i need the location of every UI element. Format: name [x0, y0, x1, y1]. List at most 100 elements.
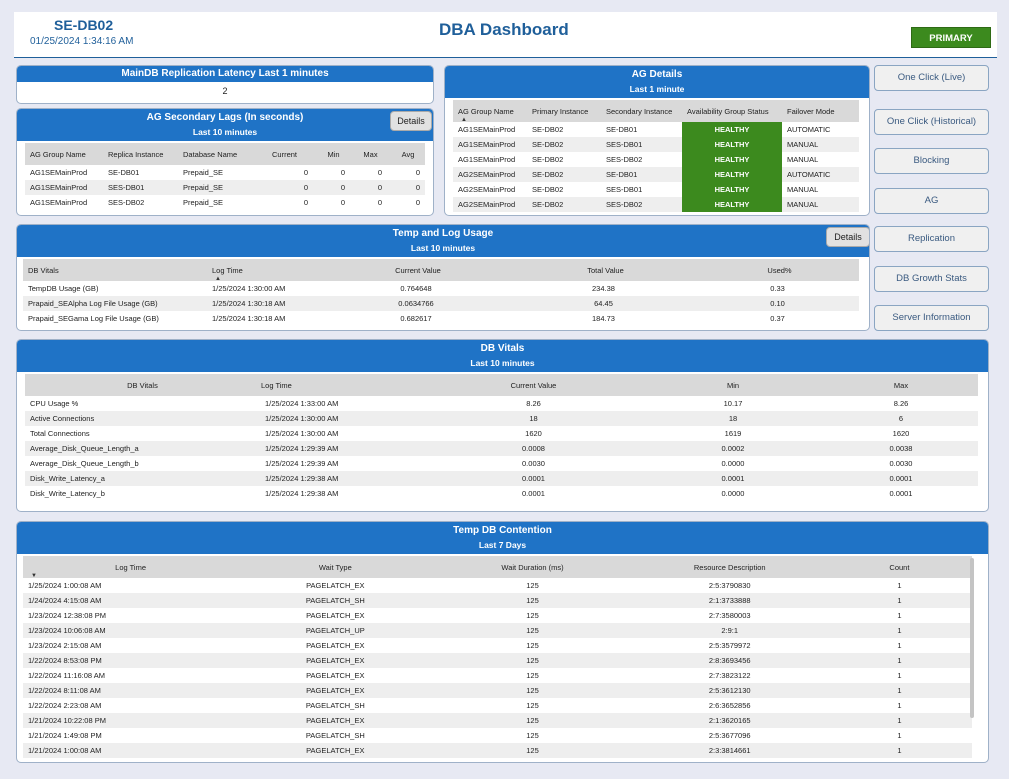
table-cell: 0.0030	[889, 459, 913, 468]
table-cell: 2:1:3733888	[632, 593, 827, 608]
column-header[interactable]: Database Name	[178, 143, 267, 165]
table-cell: HEALTHY	[682, 182, 782, 197]
table-cell: Prepaid_SE	[183, 198, 224, 207]
table-cell: AG2SEMainProd	[453, 167, 527, 182]
server-name: SE-DB02	[54, 17, 114, 33]
table-cell: 2:5:3790830	[708, 581, 751, 590]
column-header[interactable]: Count	[826, 556, 972, 578]
nav-button-ag[interactable]: AG	[874, 188, 989, 214]
column-header[interactable]: AG Group Name ▲	[453, 100, 527, 123]
table-cell: 0	[415, 168, 420, 177]
temp-log-title: Temp and Log Usage	[392, 228, 494, 239]
nav-button-db-growth-stats[interactable]: DB Growth Stats	[874, 266, 989, 292]
contention-scrollbar[interactable]	[970, 558, 974, 718]
column-header[interactable]: Avg	[387, 143, 425, 165]
table-cell: CPU Usage %	[30, 399, 79, 408]
table-row: Average_Disk_Queue_Length_b 1/25/2024 1:2…	[25, 456, 978, 471]
table-cell: 0.0001	[642, 471, 824, 486]
table-cell: SES-DB02	[108, 198, 145, 207]
column-header[interactable]: Total Value	[511, 259, 696, 281]
table-cell: 0	[377, 168, 382, 177]
column-header[interactable]: DB Vitals	[25, 374, 260, 396]
column-header[interactable]: Current Value	[321, 259, 511, 281]
table-cell: TempDB Usage (GB)	[28, 284, 99, 293]
table-cell: 1	[826, 713, 972, 728]
table-cell: SES-DB02	[601, 197, 682, 212]
table-cell: SE-DB01	[606, 125, 638, 134]
table-cell: 1	[897, 611, 902, 620]
table-row: Prapaid_SEAlpha Log File Usage (GB) 1/25/…	[23, 296, 859, 311]
nav-button-replication[interactable]: Replication	[874, 226, 989, 252]
ag-details-table: AG Group Name ▲ Primary Instance Secondary …	[453, 100, 859, 212]
table-cell: SE-DB01	[601, 167, 682, 182]
table-cell: 1620	[525, 429, 542, 438]
column-header[interactable]: Primary Instance	[527, 100, 601, 122]
table-cell: 8.26	[893, 399, 909, 408]
column-header[interactable]: Max	[350, 143, 387, 165]
db-vitals-title: DB Vitals	[480, 343, 525, 354]
nav-button-one-click-historical[interactable]: One Click (Historical)	[874, 109, 989, 135]
column-header[interactable]: DB Vitals	[23, 259, 207, 281]
table-row: AG2SEMainProd SE-DB02 SES-DB01 HEALTHY MANUA…	[453, 182, 859, 197]
table-cell: 125	[432, 653, 633, 668]
table-cell: 18	[425, 411, 642, 426]
table-cell: 1/22/2024 2:23:08 AM	[28, 701, 102, 710]
column-header[interactable]: Max	[824, 374, 978, 396]
table-cell: 0.0000	[721, 489, 745, 498]
column-header[interactable]: Log Time ▲	[207, 259, 321, 282]
table-cell: 0	[350, 180, 387, 195]
table-row: Average_Disk_Queue_Length_a 1/25/2024 1:2…	[25, 441, 978, 456]
table-cell: Prapaid_SEAlpha Log File Usage (GB)	[23, 296, 207, 311]
table-cell: 0	[387, 180, 425, 195]
table-cell: 1/25/2024 1:29:39 AM	[260, 441, 425, 456]
ag-lags-details-button[interactable]: Details	[390, 111, 432, 131]
table-cell: 125	[432, 593, 633, 608]
table-cell: 1/25/2024 1:30:18 AM	[207, 296, 321, 311]
table-cell: 1	[897, 671, 902, 680]
column-header[interactable]: Current Value	[425, 374, 642, 396]
table-cell: 64.45	[511, 296, 696, 311]
table-cell: 1/23/2024 12:38:08 PM	[28, 611, 106, 620]
column-header[interactable]: Log Time ▼	[23, 556, 239, 579]
column-header[interactable]: Min	[313, 143, 350, 165]
column-header[interactable]: Availability Group Status	[682, 100, 782, 122]
table-cell: Active Connections	[25, 411, 260, 426]
column-header[interactable]: Secondary Instance	[601, 100, 682, 122]
nav-button-server-information[interactable]: Server Information	[874, 305, 989, 331]
table-cell: PAGELATCH_EX	[238, 713, 433, 728]
table-cell: 2:5:3579972	[708, 641, 751, 650]
table-cell: 1	[826, 743, 972, 758]
column-header[interactable]: Wait Duration (ms)	[432, 556, 633, 578]
table-cell: HEALTHY	[682, 152, 782, 167]
table-cell: 18	[642, 411, 824, 426]
table-cell: 125	[526, 611, 539, 620]
table-cell: PAGELATCH_EX	[238, 743, 433, 758]
column-header[interactable]: Failover Mode	[782, 100, 859, 122]
table-cell: AG1SEMainProd	[30, 198, 88, 207]
column-header[interactable]: Resource Description	[632, 556, 827, 578]
ag-lags-title: AG Secondary Lags (In seconds)	[146, 112, 304, 123]
column-header[interactable]: Current	[267, 143, 313, 165]
table-cell: 2:5:3677096	[708, 731, 751, 740]
table-cell: AG1SEMainProd	[458, 125, 516, 134]
table-cell: HEALTHY	[682, 122, 782, 137]
column-header[interactable]: Used%	[696, 259, 859, 281]
column-header[interactable]: AG Group Name	[25, 143, 103, 165]
temp-log-details-button[interactable]: Details	[826, 227, 869, 247]
table-cell: 125	[526, 641, 539, 650]
table-cell: 1	[826, 593, 972, 608]
table-row: 1/21/2024 10:22:08 PM PAGELATCH_EX 125 2:1:…	[23, 713, 972, 728]
table-cell: 0.0038	[824, 441, 978, 456]
table-cell: PAGELATCH_SH	[238, 593, 433, 608]
column-header[interactable]: Wait Type	[238, 556, 433, 578]
nav-button-blocking[interactable]: Blocking	[874, 148, 989, 174]
column-header[interactable]: Log Time	[260, 374, 425, 396]
table-cell: 2:9:1	[632, 623, 827, 638]
nav-button-one-click-live[interactable]: One Click (Live)	[874, 65, 989, 91]
column-header[interactable]: Min	[642, 374, 824, 396]
table-cell: 1/25/2024 1:29:38 AM	[260, 471, 425, 486]
temp-contention-title: Temp DB Contention	[453, 525, 552, 536]
table-row: AG1SEMainProd SE-DB02 SES-DB01 HEALTHY MANUA…	[453, 137, 859, 152]
table-cell: 0.0001	[522, 489, 545, 498]
column-header[interactable]: Replica Instance	[103, 143, 178, 165]
